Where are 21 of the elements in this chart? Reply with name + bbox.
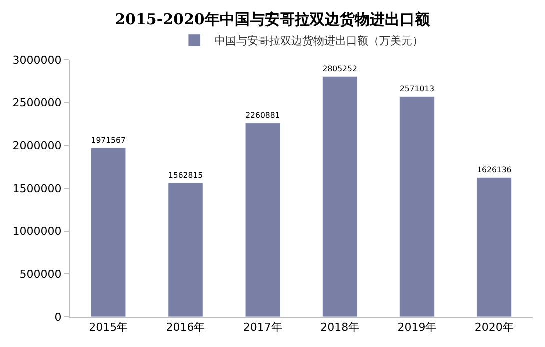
bar bbox=[400, 96, 435, 317]
chart-title: 2015-2020年中国与安哥拉双边货物进出口额 bbox=[115, 10, 431, 28]
bar bbox=[90, 148, 126, 317]
y-tick-label: 1000000 bbox=[12, 225, 62, 238]
x-tick-label: 2017年 bbox=[243, 321, 282, 334]
y-tick-label: 1500000 bbox=[12, 182, 62, 196]
y-tick-label: 2500000 bbox=[12, 96, 62, 110]
y-tick-label: 2000000 bbox=[12, 140, 62, 153]
x-tick-label: 2019年 bbox=[398, 321, 437, 334]
bar bbox=[168, 182, 204, 317]
x-tick-label: 2015年 bbox=[89, 321, 128, 334]
x-tick-label: 2020年 bbox=[474, 321, 514, 334]
legend-label: 中国与安哥拉双边货物进出口额（万美元） bbox=[214, 34, 424, 48]
y-tick-label: 0 bbox=[54, 310, 62, 324]
bar bbox=[476, 177, 512, 317]
x-tick-label: 2018年 bbox=[320, 321, 360, 334]
y-tick-label: 500000 bbox=[20, 268, 62, 282]
bar bbox=[322, 76, 358, 317]
x-tick-label: 2016年 bbox=[166, 321, 206, 334]
y-tick-label: 3000000 bbox=[12, 54, 62, 67]
bar bbox=[245, 123, 281, 317]
